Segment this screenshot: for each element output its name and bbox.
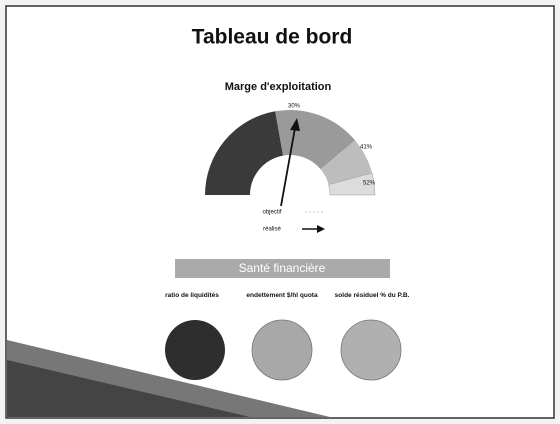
section-banner	[175, 259, 390, 278]
legend-label: objectif	[262, 210, 281, 216]
gauge-arrow	[280, 127, 296, 207]
indicator-light	[340, 319, 402, 381]
indicator-label: solde résiduel % du P.B.	[335, 292, 410, 299]
indicator-light	[165, 320, 225, 380]
gauge-segment	[205, 111, 284, 195]
gauge-segment	[328, 172, 376, 196]
indicator-label-text: solde résiduel % du P.B.	[335, 292, 410, 299]
gauge-label: 41%	[360, 145, 373, 151]
gauge-title: Marge d'exploitation	[225, 81, 332, 93]
gauge-label: 52%	[363, 181, 376, 187]
indicator-label-text: ratio de liquidités	[165, 292, 219, 299]
indicator-label: endettement $/hl quota	[246, 292, 318, 299]
gauge-segment	[320, 140, 373, 185]
indicator-light	[251, 319, 313, 381]
indicator-label-text: endettement $/hl quota	[246, 292, 318, 299]
title: Tableau de bord	[192, 26, 353, 49]
section-title: Santé financière	[239, 261, 326, 275]
gauge-arrowhead	[290, 118, 300, 131]
gauge	[205, 110, 376, 196]
swoosh-dark	[7, 360, 250, 417]
legend-arrowhead	[317, 225, 325, 233]
gauge-label: 30%	[288, 104, 301, 110]
legend-label: réalisé	[263, 227, 281, 233]
indicator-label: ratio de liquidités	[165, 292, 219, 299]
